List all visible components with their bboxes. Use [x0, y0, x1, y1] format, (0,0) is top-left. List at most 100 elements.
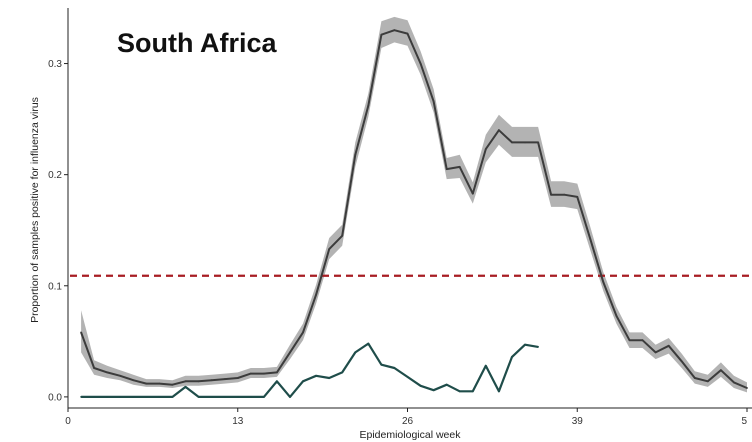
data-point	[263, 372, 265, 375]
data-point	[484, 148, 487, 151]
data-point	[145, 382, 148, 385]
data-point	[132, 379, 135, 382]
data-point	[367, 342, 370, 345]
data-point	[498, 390, 500, 393]
data-point	[537, 141, 539, 144]
data-point	[197, 396, 200, 398]
y-tick-label: 0.2	[48, 170, 62, 181]
data-point	[210, 379, 213, 382]
data-point	[720, 369, 722, 372]
data-point	[158, 396, 161, 398]
x-tick-label: 5	[741, 416, 747, 427]
data-point	[537, 346, 539, 348]
data-point	[471, 390, 474, 393]
data-point	[471, 192, 474, 195]
data-point	[93, 396, 95, 398]
data-point	[641, 339, 644, 342]
confidence-bands	[81, 16, 748, 393]
data-point	[341, 371, 344, 374]
data-point	[432, 100, 435, 103]
data-point	[654, 351, 657, 354]
data-point	[680, 360, 683, 363]
data-point	[445, 383, 448, 386]
x-tick-label: 0	[65, 416, 71, 427]
data-point	[106, 396, 109, 398]
data-point	[511, 141, 513, 144]
data-point	[184, 386, 187, 388]
data-point	[419, 384, 422, 387]
data-point	[445, 168, 448, 171]
data-point	[223, 378, 226, 380]
data-point	[380, 363, 383, 366]
y-tick-label: 0.0	[48, 392, 62, 403]
data-point	[406, 32, 409, 35]
data-point	[589, 238, 592, 241]
data-point	[158, 382, 161, 385]
data-point	[263, 396, 265, 398]
data-point	[393, 367, 396, 369]
data-point	[236, 377, 239, 379]
data-point	[93, 367, 95, 369]
y-axis-title: Proportion of samples positive for influ…	[29, 97, 41, 323]
data-point	[289, 351, 291, 354]
data-point	[80, 396, 82, 398]
data-point	[171, 383, 174, 386]
data-point	[393, 29, 396, 32]
x-axis-ticks: 0 13 26 39 5	[65, 408, 748, 427]
series-line-1	[80, 29, 748, 389]
y-tick-label: 0.1	[48, 281, 62, 292]
data-point	[302, 380, 304, 383]
data-point	[132, 396, 135, 398]
data-point	[145, 396, 148, 398]
chart-title: South Africa	[117, 28, 277, 58]
data-point	[693, 377, 696, 379]
data-point	[354, 153, 357, 156]
data-point	[746, 387, 748, 389]
data-point	[354, 351, 357, 354]
data-point	[236, 396, 239, 398]
data-point	[706, 380, 709, 383]
data-point	[458, 390, 461, 393]
x-tick-label: 26	[402, 416, 414, 427]
data-point	[249, 396, 252, 398]
data-point	[289, 396, 291, 398]
x-tick-label: 39	[572, 416, 584, 427]
data-point	[602, 281, 605, 284]
data-point	[276, 380, 278, 383]
data-point	[406, 376, 409, 378]
data-point	[341, 234, 344, 237]
data-point	[119, 396, 122, 398]
data-point	[184, 380, 187, 383]
data-point	[576, 196, 579, 198]
data-point	[563, 193, 566, 196]
data-point	[524, 141, 526, 144]
data-point	[380, 33, 383, 36]
data-point	[432, 389, 435, 392]
data-point	[197, 380, 200, 383]
confidence-band-1	[81, 16, 748, 393]
data-point	[302, 331, 304, 334]
data-point	[328, 248, 331, 251]
series-lines	[80, 29, 748, 398]
data-point	[315, 293, 317, 296]
x-axis-title: Epidemiological week	[360, 429, 462, 441]
data-point	[106, 371, 109, 374]
y-tick-label: 0.3	[48, 59, 62, 70]
data-point	[524, 343, 526, 346]
data-point	[667, 344, 670, 347]
data-point	[249, 372, 252, 375]
data-point	[419, 62, 422, 65]
data-point	[210, 396, 213, 398]
x-tick-label: 13	[232, 416, 244, 427]
data-point	[733, 381, 735, 384]
data-point	[119, 374, 122, 377]
y-axis-ticks: 0.0 0.1 0.2 0.3	[48, 59, 68, 403]
data-point	[223, 396, 226, 398]
data-point	[511, 356, 513, 358]
data-point	[80, 331, 82, 334]
data-point	[498, 129, 500, 132]
data-point	[315, 374, 317, 377]
data-point	[367, 104, 370, 107]
data-point	[484, 364, 487, 367]
